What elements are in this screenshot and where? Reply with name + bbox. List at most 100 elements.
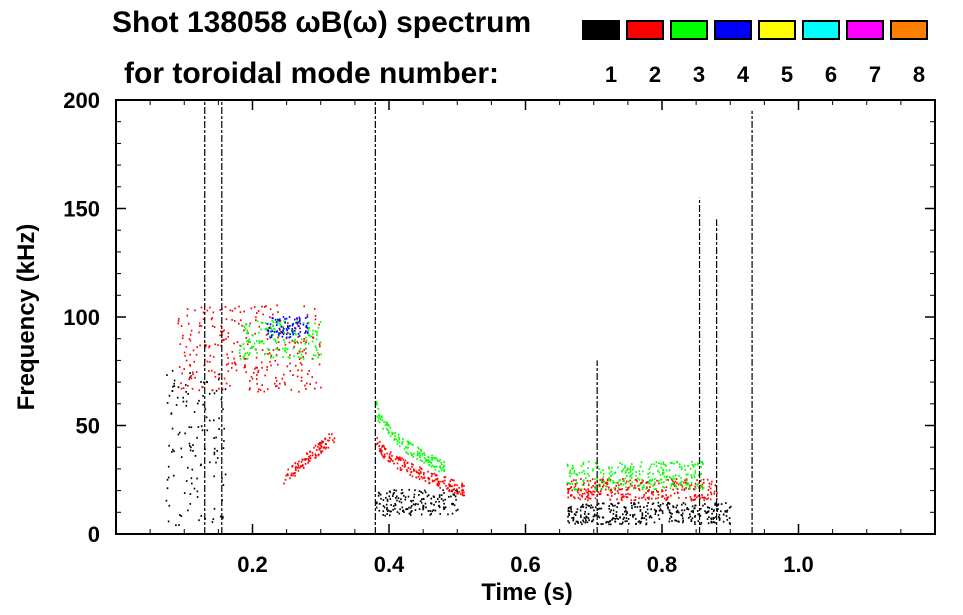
spectral-point bbox=[246, 357, 249, 360]
spectral-point bbox=[636, 477, 639, 480]
spectral-point bbox=[624, 477, 627, 480]
spectral-point bbox=[662, 469, 664, 472]
spectral-point bbox=[253, 306, 256, 308]
spectral-point bbox=[687, 473, 689, 476]
spectral-point bbox=[676, 491, 679, 494]
spectral-point bbox=[412, 463, 414, 466]
spectral-point bbox=[180, 387, 183, 390]
spectral-point bbox=[651, 497, 653, 500]
spectral-point bbox=[701, 488, 704, 490]
spectral-point bbox=[650, 516, 653, 519]
spectral-point bbox=[398, 512, 401, 515]
spectral-point bbox=[320, 444, 322, 447]
spectral-point bbox=[288, 341, 291, 344]
spectral-point bbox=[387, 429, 389, 431]
spectral-point bbox=[378, 509, 381, 512]
spectral-point bbox=[189, 376, 191, 379]
spectral-point bbox=[439, 480, 441, 483]
spectral-point bbox=[588, 460, 590, 463]
spectral-point bbox=[258, 388, 260, 391]
chart-title-line1: Shot 138058 ωB(ω) spectrum bbox=[112, 6, 532, 39]
spectral-point bbox=[320, 353, 322, 356]
spectral-point bbox=[575, 488, 578, 491]
spectral-point bbox=[592, 485, 594, 487]
spectral-point bbox=[696, 479, 698, 482]
spectral-point bbox=[284, 349, 286, 352]
spectral-point bbox=[604, 481, 606, 483]
spectral-point bbox=[188, 426, 191, 428]
spectral-point bbox=[586, 521, 589, 524]
spectral-point bbox=[658, 505, 661, 508]
spectral-point bbox=[302, 356, 304, 358]
spectral-point bbox=[264, 353, 266, 356]
spectral-point bbox=[291, 464, 294, 467]
spectral-point bbox=[206, 360, 209, 363]
spectral-point bbox=[310, 335, 312, 338]
spectral-point bbox=[399, 467, 402, 469]
spectral-point bbox=[387, 432, 390, 435]
spectral-point bbox=[257, 369, 260, 372]
spectral-point bbox=[266, 323, 269, 325]
spectral-point bbox=[321, 450, 324, 453]
spectral-point bbox=[671, 483, 674, 485]
spectral-point bbox=[386, 452, 388, 455]
spectral-point bbox=[667, 501, 669, 504]
spectral-point bbox=[418, 494, 420, 496]
spectral-point bbox=[645, 482, 647, 484]
spectral-point bbox=[273, 338, 276, 341]
spectral-point bbox=[614, 481, 616, 484]
spectral-point bbox=[662, 461, 665, 464]
spectral-point bbox=[628, 471, 630, 474]
spectral-point bbox=[461, 490, 463, 492]
spectral-point bbox=[315, 346, 317, 349]
spectral-point bbox=[598, 485, 601, 488]
spectral-point bbox=[660, 509, 662, 512]
spectral-point bbox=[328, 433, 330, 436]
spectral-point bbox=[720, 503, 723, 505]
spectral-point bbox=[384, 514, 386, 517]
spectral-point bbox=[393, 438, 395, 441]
spectral-point bbox=[690, 484, 693, 486]
spectral-point bbox=[401, 442, 404, 444]
spectral-point bbox=[263, 390, 266, 393]
spectral-point bbox=[283, 339, 285, 341]
spectral-point bbox=[591, 520, 594, 523]
spectral-point bbox=[438, 470, 440, 473]
spectral-point bbox=[622, 493, 624, 496]
spectral-point bbox=[227, 357, 229, 359]
spectral-point bbox=[306, 327, 309, 329]
spectral-point bbox=[299, 331, 302, 333]
spectral-point bbox=[693, 474, 695, 477]
spectral-point bbox=[239, 355, 241, 357]
spectral-point bbox=[606, 482, 609, 485]
spectral-point bbox=[269, 335, 271, 338]
spectral-point bbox=[673, 462, 675, 465]
spectral-point bbox=[648, 498, 650, 500]
spectral-point bbox=[622, 483, 625, 486]
spectral-point bbox=[587, 504, 589, 507]
spectral-point bbox=[574, 514, 577, 516]
spectral-point bbox=[658, 480, 660, 482]
spectral-point bbox=[252, 334, 254, 337]
spectral-point bbox=[303, 458, 305, 461]
spectral-point bbox=[410, 463, 413, 465]
spectral-point bbox=[285, 333, 288, 336]
spectral-point bbox=[400, 492, 403, 495]
spectral-point bbox=[602, 473, 605, 475]
spectral-point bbox=[273, 331, 276, 333]
spectral-point bbox=[380, 451, 383, 453]
spectral-point bbox=[625, 517, 628, 520]
spectral-point bbox=[630, 477, 633, 479]
spectral-point bbox=[255, 356, 258, 359]
spectral-point bbox=[655, 497, 657, 500]
spectral-point bbox=[406, 469, 408, 471]
spectral-point bbox=[378, 416, 381, 418]
spectral-point bbox=[673, 482, 675, 485]
spectral-point bbox=[427, 494, 430, 497]
spectral-point bbox=[317, 445, 319, 448]
spectral-point bbox=[273, 382, 276, 385]
spectral-point bbox=[423, 489, 426, 492]
spectral-point bbox=[275, 324, 278, 326]
spectral-point bbox=[624, 467, 626, 469]
spectral-point bbox=[438, 483, 440, 485]
